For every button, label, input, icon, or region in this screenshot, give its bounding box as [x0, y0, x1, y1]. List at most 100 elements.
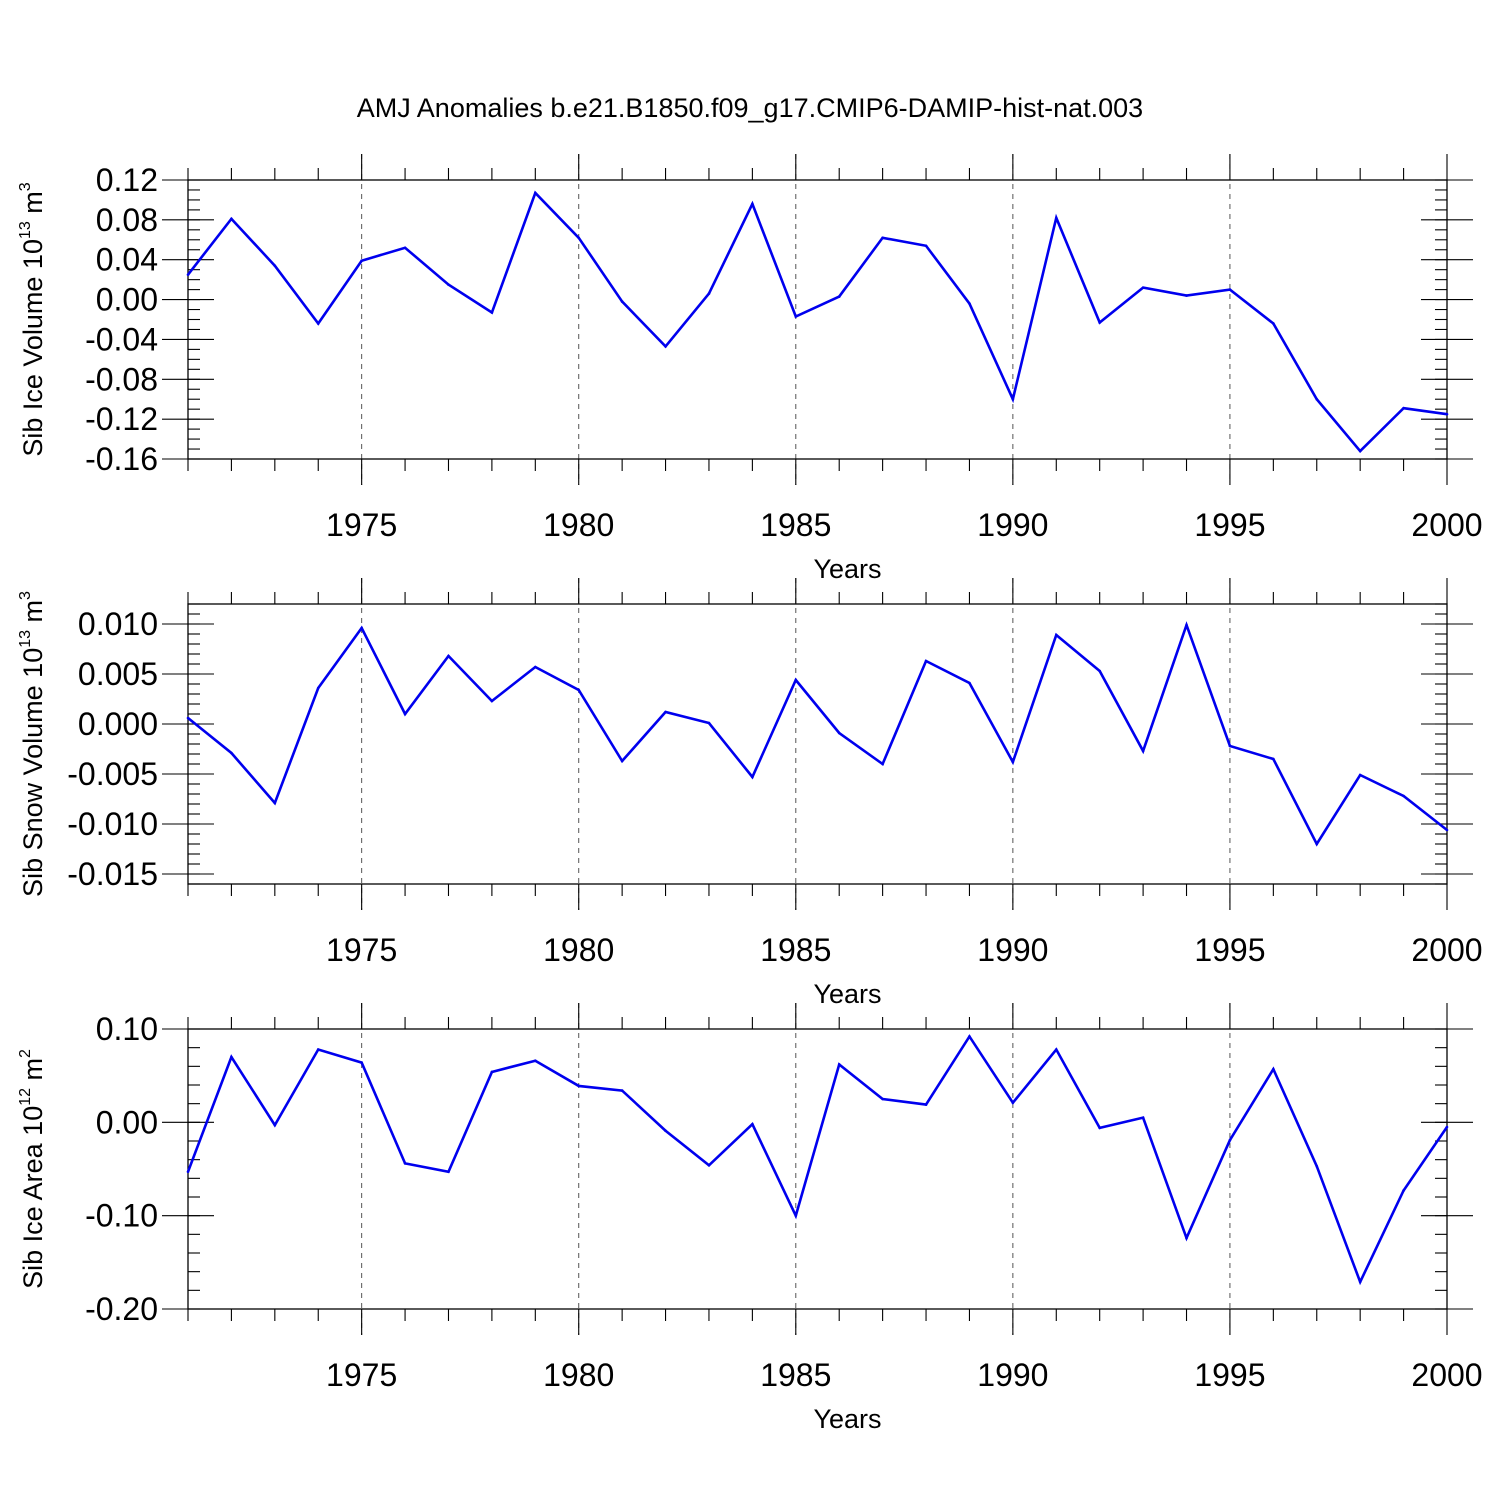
data-point-1975 — [360, 1061, 363, 1064]
data-point-1980 — [577, 1084, 581, 1088]
data-point-1982 — [664, 1129, 667, 1133]
data-point-1995 — [1228, 1138, 1232, 1142]
data-point-1977 — [447, 283, 450, 286]
data-point-1988 — [924, 1103, 928, 1106]
x-tick-label: 1980 — [543, 507, 614, 543]
data-point-2000 — [1445, 412, 1449, 416]
x-tick-label: 1980 — [543, 932, 614, 968]
x-tick-label: 1975 — [326, 1357, 397, 1393]
x-tick-label: 1975 — [326, 932, 397, 968]
data-point-1971 — [186, 1170, 190, 1174]
y-tick-label: -0.20 — [85, 1291, 158, 1327]
data-point-1980 — [577, 236, 581, 240]
data-point-1996 — [1272, 322, 1275, 325]
data-point-1971 — [186, 273, 190, 276]
data-point-1994 — [1185, 294, 1188, 297]
y-tick-label: 0.010 — [78, 606, 158, 642]
data-point-1984 — [751, 1122, 754, 1126]
data-point-1978 — [490, 699, 494, 703]
data-point-1998 — [1358, 1280, 1362, 1284]
data-point-1983 — [707, 1163, 711, 1167]
data-point-1980 — [577, 688, 581, 692]
data-point-1987 — [881, 1097, 884, 1101]
data-point-1992 — [1098, 669, 1101, 673]
x-axis-title: Years — [813, 554, 881, 584]
data-point-1973 — [273, 264, 277, 267]
data-point-1985 — [794, 678, 798, 682]
y-tick-label: -0.10 — [85, 1198, 158, 1234]
data-point-1991 — [1054, 216, 1058, 220]
data-point-1996 — [1272, 1067, 1275, 1071]
data-point-1982 — [664, 710, 667, 714]
panel-snow-volume: -0.015 -0.010 -0.005 0.000 0.005 0.010 1975 198… — [17, 578, 1483, 1009]
data-point-1979 — [534, 1059, 537, 1063]
data-point-1986 — [837, 295, 841, 298]
x-tick-label: 1985 — [760, 507, 831, 543]
data-point-2000 — [1445, 828, 1449, 832]
data-point-1973 — [273, 801, 277, 805]
data-point-1978 — [490, 1070, 494, 1074]
data-point-1997 — [1315, 397, 1319, 401]
data-point-1992 — [1098, 321, 1101, 324]
x-tick-label: 2000 — [1411, 1357, 1482, 1393]
data-point-1975 — [360, 259, 363, 263]
y-tick-label: -0.16 — [85, 441, 158, 477]
data-point-1985 — [794, 315, 798, 318]
data-point-1998 — [1358, 773, 1362, 777]
panel-ice-volume: -0.16 -0.12 -0.08 -0.040.00 0.04 0.08 0.12 1975… — [17, 154, 1483, 584]
data-point-1983 — [707, 721, 711, 725]
data-point-1972 — [230, 1055, 233, 1059]
data-point-1993 — [1141, 286, 1145, 289]
x-axis-title: Years — [813, 979, 881, 1009]
y-axis-title: Sib Ice Volume 1013 m3 — [17, 182, 48, 456]
y-tick-label: -0.005 — [67, 756, 158, 792]
data-point-1982 — [664, 345, 667, 348]
y-tick-label: -0.015 — [67, 856, 158, 892]
data-point-1985 — [794, 1214, 798, 1217]
data-point-1999 — [1402, 1189, 1405, 1192]
data-point-1976 — [403, 712, 407, 716]
x-tick-label: 1990 — [977, 1357, 1048, 1393]
y-tick-label: -0.010 — [67, 806, 158, 842]
y-tick-label: 0.10 — [96, 1011, 158, 1047]
series-line-ice-area — [186, 1034, 1449, 1286]
y-axis-title: Sib Ice Area 1012 m2 — [17, 1049, 48, 1289]
data-point-1990 — [1011, 760, 1015, 764]
y-tick-label: 0.00 — [96, 282, 158, 318]
data-point-1993 — [1141, 1116, 1145, 1119]
data-point-1978 — [490, 311, 494, 314]
x-tick-label: 1975 — [326, 507, 397, 543]
y-tick-label: 0.00 — [96, 1104, 158, 1140]
data-point-1987 — [881, 762, 884, 766]
data-point-1986 — [837, 1063, 841, 1066]
data-point-1999 — [1402, 406, 1405, 410]
y-tick-label: 0.12 — [96, 162, 158, 198]
data-point-1990 — [1011, 397, 1015, 401]
y-tick-label: -0.08 — [85, 361, 158, 397]
data-point-1977 — [447, 1170, 450, 1174]
data-point-1986 — [837, 731, 841, 735]
data-point-1989 — [968, 302, 971, 305]
data-point-1972 — [230, 751, 233, 755]
data-point-1975 — [360, 626, 363, 630]
data-point-1999 — [1402, 794, 1405, 798]
data-point-1973 — [273, 1123, 277, 1127]
data-point-1987 — [881, 236, 884, 240]
y-tick-label: 0.005 — [78, 656, 158, 692]
data-point-1972 — [230, 217, 233, 221]
y-tick-label: -0.12 — [85, 401, 158, 437]
y-tick-label: 0.04 — [96, 242, 158, 278]
data-point-1988 — [924, 244, 928, 248]
plot-frame — [187, 603, 1448, 885]
data-point-1974 — [316, 686, 320, 690]
x-tick-label: 1985 — [760, 1357, 831, 1393]
x-tick-label: 1995 — [1194, 507, 1265, 543]
figure-title: AMJ Anomalies b.e21.B1850.f09_g17.CMIP6-… — [357, 93, 1143, 123]
x-tick-label: 1995 — [1194, 1357, 1265, 1393]
y-tick-label: 0.000 — [78, 706, 158, 742]
plot-frame — [187, 179, 1448, 460]
data-point-1974 — [316, 322, 320, 325]
data-point-1984 — [751, 775, 754, 779]
x-tick-label: 1985 — [760, 932, 831, 968]
